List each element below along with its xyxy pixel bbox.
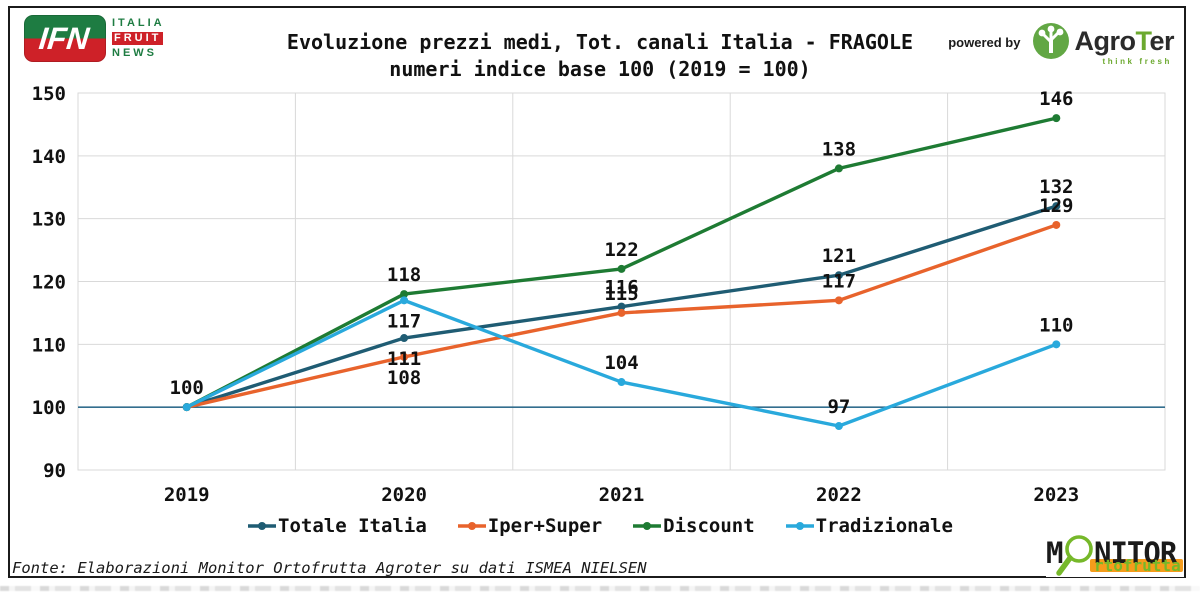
monitor-ortofrutta-logo: M NITOR rtofrutta [1046, 533, 1184, 577]
svg-text:NITOR: NITOR [1094, 536, 1178, 570]
data-point-marker [834, 271, 843, 280]
data-point-marker [1052, 202, 1061, 211]
agroter-wordmark: AgroTer [1074, 26, 1174, 57]
agroter-tagline: think fresh [1102, 57, 1172, 66]
data-label: 100 [170, 377, 204, 399]
ifn-logo: IFN ITALIA FRUIT NEWS [24, 15, 165, 62]
y-axis-tick-label: 90 [43, 460, 66, 482]
chart-title-line1: Evoluzione prezzi medi, Tot. canali Ital… [286, 30, 914, 54]
data-label: 118 [387, 264, 421, 286]
data-label: 110 [1039, 314, 1073, 336]
series-tradizionale [182, 296, 1061, 431]
data-point-marker [400, 296, 409, 305]
legend-marker [785, 522, 814, 530]
data-label: 111 [387, 348, 421, 370]
svg-text:M: M [1046, 536, 1063, 570]
y-axis-tick-label: 120 [32, 272, 66, 294]
agroter-tree-icon [1033, 23, 1070, 59]
x-axis-tick-label: 2021 [599, 484, 645, 506]
data-point-marker [834, 422, 843, 431]
data-point-marker [834, 164, 843, 173]
legend-marker [633, 522, 662, 530]
ifn-logo-line-news: NEWS [112, 47, 157, 59]
chart-title-line2: numeri indice base 100 (2019 = 100) [389, 57, 811, 81]
powered-by-block: powered by AgroTer think fresh [948, 22, 1174, 66]
legend-marker [248, 522, 277, 530]
data-label: 108 [387, 367, 421, 389]
data-point-marker [1052, 220, 1061, 229]
data-label: 116 [604, 277, 638, 299]
chart-title: Evoluzione prezzi medi, Tot. canali Ital… [0, 29, 1200, 83]
y-axis-tick-label: 130 [32, 209, 66, 231]
data-label: 146 [1039, 88, 1073, 110]
agroter-logo: AgroTer think fresh [1032, 22, 1174, 66]
legend-label: Tradizionale [815, 515, 953, 537]
data-point-marker [400, 352, 409, 361]
legend-marker [457, 522, 486, 530]
legend-item-tradizionale: Tradizionale [785, 515, 953, 537]
data-label: 122 [604, 239, 638, 261]
source-note: Fonte: Elaborazioni Monitor Ortofrutta A… [12, 559, 647, 577]
data-label: 138 [822, 138, 856, 160]
powered-by-label: powered by [948, 35, 1021, 50]
data-label: 132 [1039, 176, 1073, 198]
data-point-marker [400, 334, 409, 343]
x-axis-tick-label: 2022 [816, 484, 862, 506]
chart-legend: Totale Italia Iper+Super Discount Tradizion… [0, 515, 1200, 537]
ifn-logo-badge: IFN [24, 15, 106, 62]
agroter-wordmark-t: T [1135, 25, 1150, 56]
y-axis-tick-label: 140 [32, 146, 66, 168]
data-label: 121 [822, 245, 856, 267]
monitor-logo-orange-bar [1090, 559, 1183, 572]
legend-label: Discount [663, 515, 755, 537]
x-axis-tick-label: 2023 [1033, 484, 1079, 506]
data-point-marker [617, 378, 626, 387]
data-point-marker [617, 302, 626, 311]
chart-frame [8, 6, 1186, 578]
data-label: 97 [827, 396, 850, 418]
data-point-marker [400, 290, 409, 299]
data-point-marker [834, 296, 843, 305]
data-label: 117 [387, 310, 421, 332]
data-point-marker [617, 264, 626, 273]
data-point-marker [1052, 340, 1061, 349]
ifn-logo-line-fruit: FRUIT [112, 32, 164, 45]
y-axis-tick-label: 110 [32, 334, 66, 356]
x-axis-tick-label: 2019 [164, 484, 210, 506]
legend-label: Totale Italia [278, 515, 427, 537]
svg-text:rtofrutta: rtofrutta [1094, 556, 1181, 575]
data-label: 115 [604, 283, 638, 305]
data-label: 129 [1039, 195, 1073, 217]
y-axis-tick-label: 100 [32, 397, 66, 419]
ifn-logo-wordmark: ITALIA FRUIT NEWS [112, 15, 165, 62]
ifn-logo-line-italia: ITALIA [112, 17, 165, 29]
legend-item-iper-super: Iper+Super [457, 515, 602, 537]
legend-item-totale-italia: Totale Italia [247, 515, 427, 537]
x-axis-tick-label: 2020 [381, 484, 427, 506]
cropped-text-strip [0, 586, 1200, 591]
data-point-marker [182, 403, 191, 412]
data-point-marker [1052, 114, 1061, 123]
agroter-wordmark-agro: Agro [1074, 25, 1136, 56]
magnifier-icon [1056, 535, 1093, 576]
agroter-wordmark-er: er [1149, 25, 1174, 56]
legend-item-discount: Discount [632, 515, 755, 537]
data-label: 104 [604, 352, 638, 374]
data-label: 117 [822, 270, 856, 292]
data-point-marker [617, 308, 626, 317]
legend-label: Iper+Super [487, 515, 603, 537]
y-axis-tick-label: 150 [32, 83, 66, 105]
